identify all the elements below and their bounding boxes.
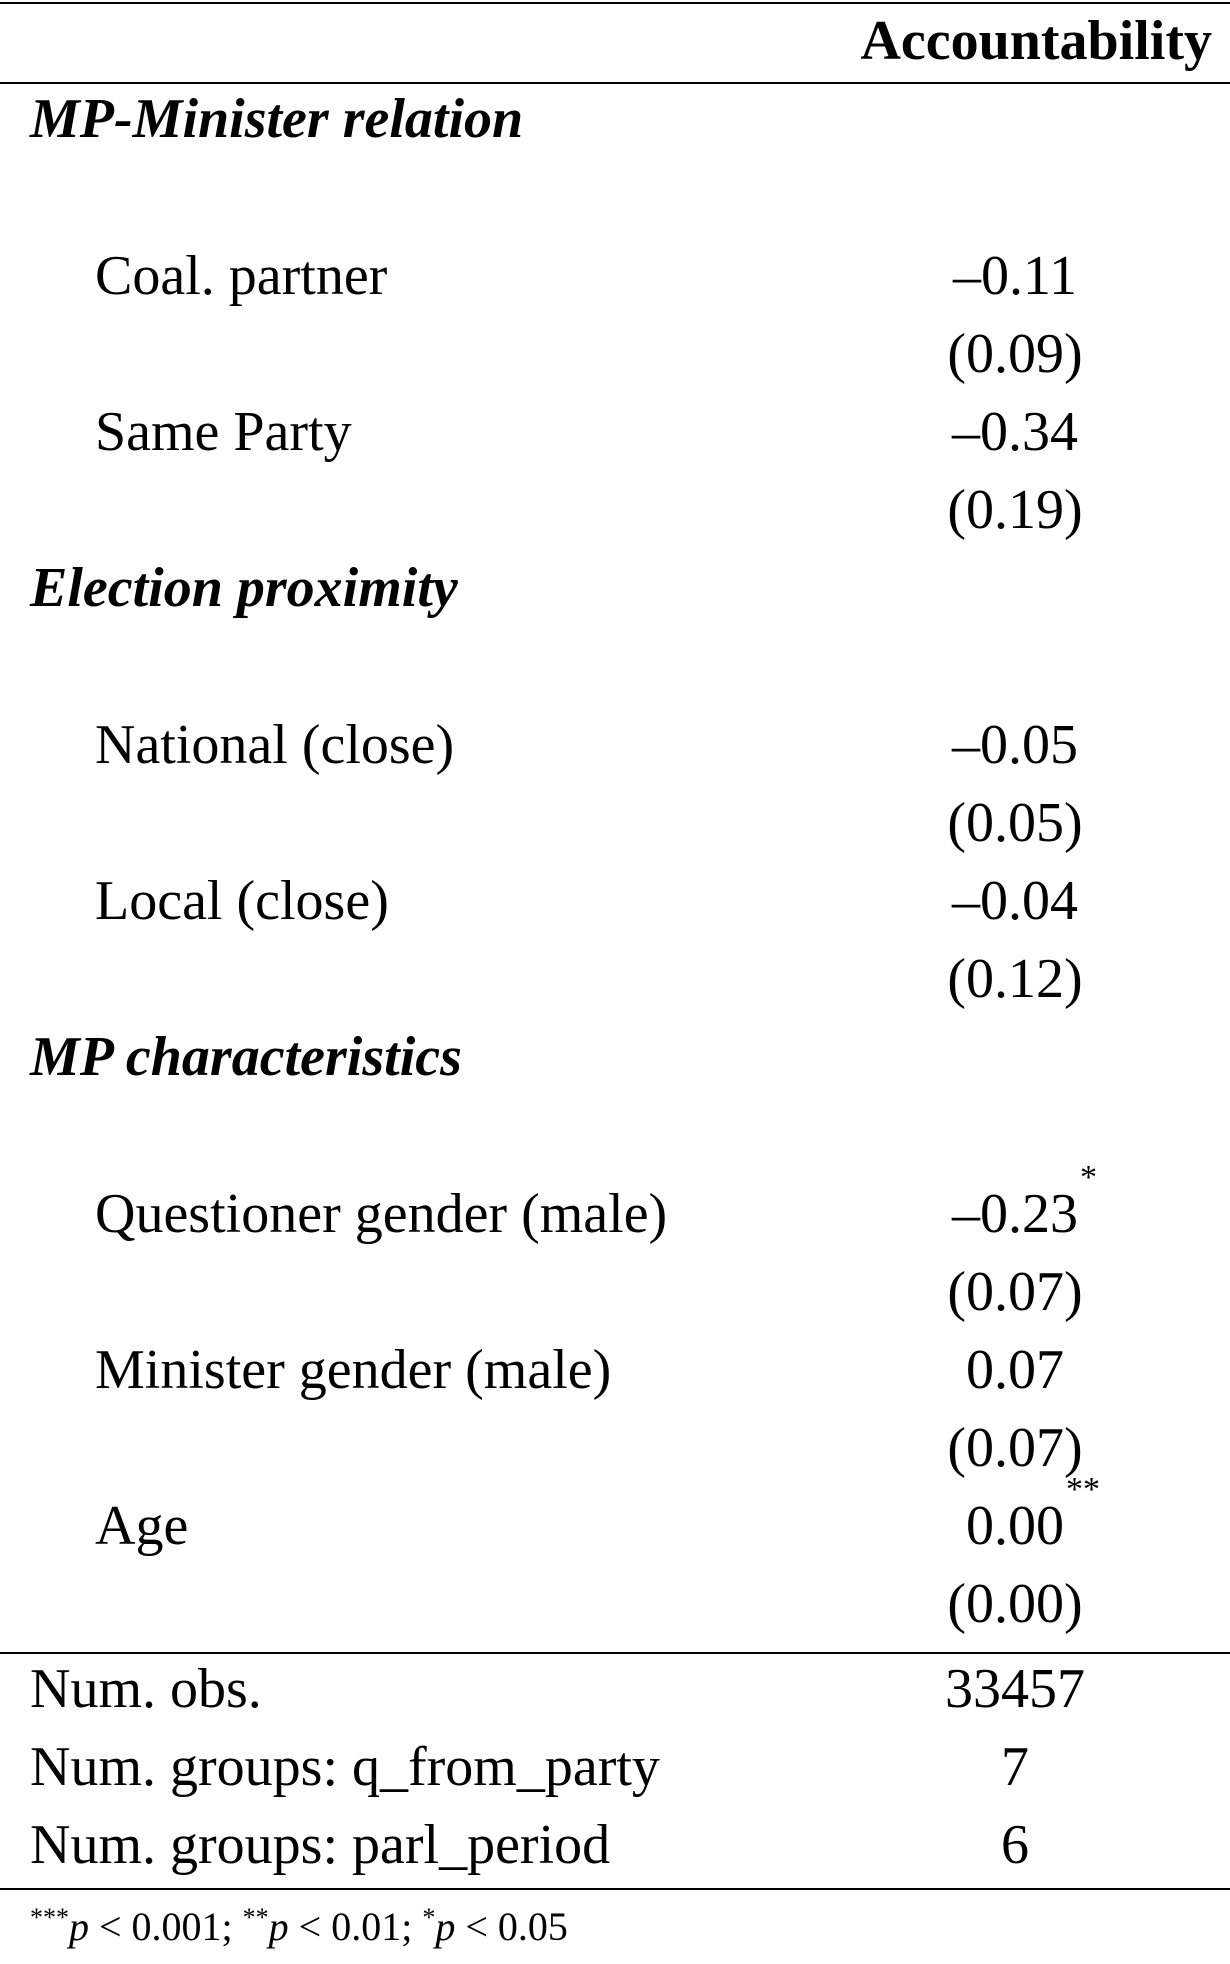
stat-label: Num. obs. [30,1658,262,1720]
table-row: National (close) –0.05 [0,706,1230,784]
row-label: Local (close) [95,870,389,932]
section-title-row: MP-Minister relation [0,80,1230,158]
section-title: Election proximity [30,557,458,619]
coefficient: 0.07 [966,1339,1064,1401]
row-label: National (close) [95,714,455,776]
table-row-se: (0.12) [0,940,1230,1018]
table-row-se: (0.05) [0,784,1230,862]
row-label: Coal. partner [95,245,388,307]
top-rule [0,2,1230,4]
row-label: Same Party [95,401,352,463]
stats-row: Num. groups: parl_period 6 [0,1806,1230,1884]
stats-row: Num. obs. 33457 [0,1650,1230,1728]
stats-row: Num. groups: q_from_party 7 [0,1728,1230,1806]
standard-error: (0.12) [947,948,1083,1010]
standard-error: (0.07) [947,1261,1083,1323]
row-label: Age [95,1495,189,1557]
header-rule [0,82,1230,84]
row-label: Minister gender (male) [95,1339,612,1401]
standard-error: (0.00) [947,1573,1083,1635]
stat-value: 6 [1001,1814,1029,1876]
standard-error: (0.09) [947,323,1083,385]
table-row: Age 0.00 ** [0,1471,1230,1565]
significance-stars: ** [1066,1471,1100,1508]
table-row: Same Party –0.34 [0,393,1230,471]
section-title: MP-Minister relation [30,88,524,150]
significance-footnote: ***p < 0.001; **p < 0.01; *p < 0.05 [30,1903,568,1949]
stat-value: 33457 [945,1658,1085,1720]
standard-error: (0.05) [947,792,1083,854]
significance-stars: * [1080,1159,1097,1196]
table-row-se: (0.09) [0,315,1230,393]
bottom-rule [0,1888,1230,1890]
stat-value: 7 [1001,1736,1029,1798]
stat-label: Num. groups: q_from_party [30,1736,660,1798]
header-row: Accountability [0,2,1230,80]
section-title-row: Election proximity [0,549,1230,627]
table-row-se: (0.00) [0,1565,1230,1643]
table-row-se: (0.07) [0,1253,1230,1331]
table-row: Local (close) –0.04 [0,862,1230,940]
table-row: Minister gender (male) 0.07 [0,1331,1230,1409]
table-row: Coal. partner –0.11 [0,237,1230,315]
table-row: Questioner gender (male) –0.23 * [0,1159,1230,1253]
coefficient: –0.23 * [952,1159,1097,1246]
stats-rule [0,1652,1230,1654]
coefficient: 0.00 ** [966,1471,1100,1558]
stat-label: Num. groups: parl_period [30,1814,611,1876]
table-row-se: (0.19) [0,471,1230,549]
section-title: MP characteristics [30,1026,462,1088]
standard-error: (0.19) [947,479,1083,541]
row-label: Questioner gender (male) [95,1183,668,1245]
coefficient: –0.04 [952,870,1078,932]
coefficient: –0.11 [953,245,1077,307]
coefficient: –0.05 [952,714,1078,776]
section-title-row: MP characteristics [0,1018,1230,1096]
table-row-se: (0.07) [0,1409,1230,1487]
column-header-accountability: Accountability [860,10,1212,72]
standard-error: (0.07) [947,1417,1083,1479]
coefficient: –0.34 [952,401,1078,463]
